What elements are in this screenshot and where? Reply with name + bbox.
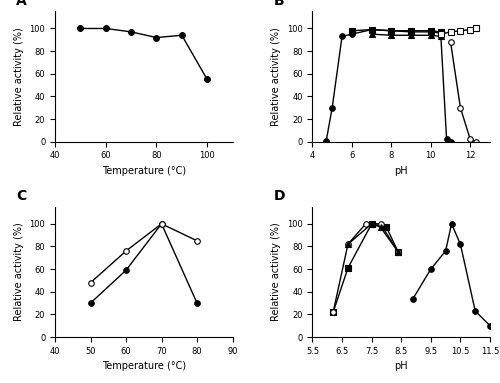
X-axis label: pH: pH [394,166,408,176]
Text: B: B [274,0,284,8]
X-axis label: pH: pH [394,361,408,371]
Y-axis label: Relative activity (%): Relative activity (%) [272,223,281,321]
X-axis label: Temperature (°C): Temperature (°C) [102,361,186,371]
Y-axis label: Relative activity (%): Relative activity (%) [14,223,24,321]
Text: A: A [16,0,26,8]
X-axis label: Temperature (°C): Temperature (°C) [102,166,186,176]
Text: D: D [274,189,285,203]
Text: C: C [16,189,26,203]
Y-axis label: Relative activity (%): Relative activity (%) [14,27,24,126]
Y-axis label: Relative activity (%): Relative activity (%) [272,27,281,126]
